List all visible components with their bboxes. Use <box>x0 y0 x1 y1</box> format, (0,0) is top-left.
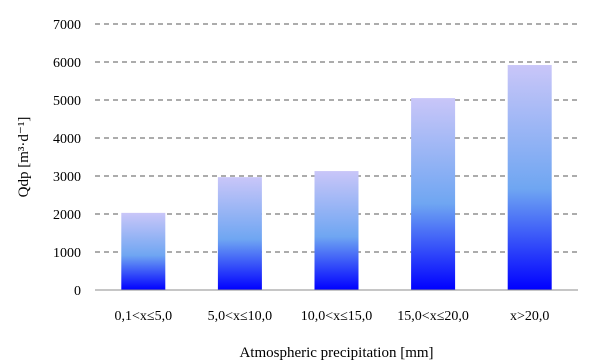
bars <box>121 65 552 290</box>
y-tick-label: 6000 <box>53 56 81 71</box>
y-tick-label: 1000 <box>53 246 81 261</box>
y-tick-label: 0 <box>74 284 81 299</box>
y-tick-labels: 0 1000 2000 3000 4000 5000 6000 7000 <box>53 18 81 299</box>
bar <box>121 212 166 290</box>
x-tick-label: 10,0<x≤15,0 <box>301 309 373 324</box>
y-tick-label: 3000 <box>53 170 81 185</box>
bar <box>314 171 359 290</box>
bar <box>507 65 552 290</box>
x-tick-label: 15,0<x≤20,0 <box>397 309 469 324</box>
x-tick-label: 0,1<x≤5,0 <box>115 309 173 324</box>
y-tick-label: 4000 <box>53 132 81 147</box>
y-tick-label: 5000 <box>53 94 81 109</box>
bar <box>411 98 456 290</box>
bar <box>217 177 262 290</box>
y-axis-title: Qdp [m³·d⁻¹] <box>16 117 32 198</box>
x-tick-labels: 0,1<x≤5,0 5,0<x≤10,0 10,0<x≤15,0 15,0<x≤20,… <box>115 309 550 324</box>
x-axis-title: Atmospheric precipitation [mm] <box>239 345 433 361</box>
y-tick-label: 7000 <box>53 18 81 33</box>
x-tick-label: x>20,0 <box>510 309 549 324</box>
y-tick-label: 2000 <box>53 208 81 223</box>
x-tick-label: 5,0<x≤10,0 <box>208 309 273 324</box>
